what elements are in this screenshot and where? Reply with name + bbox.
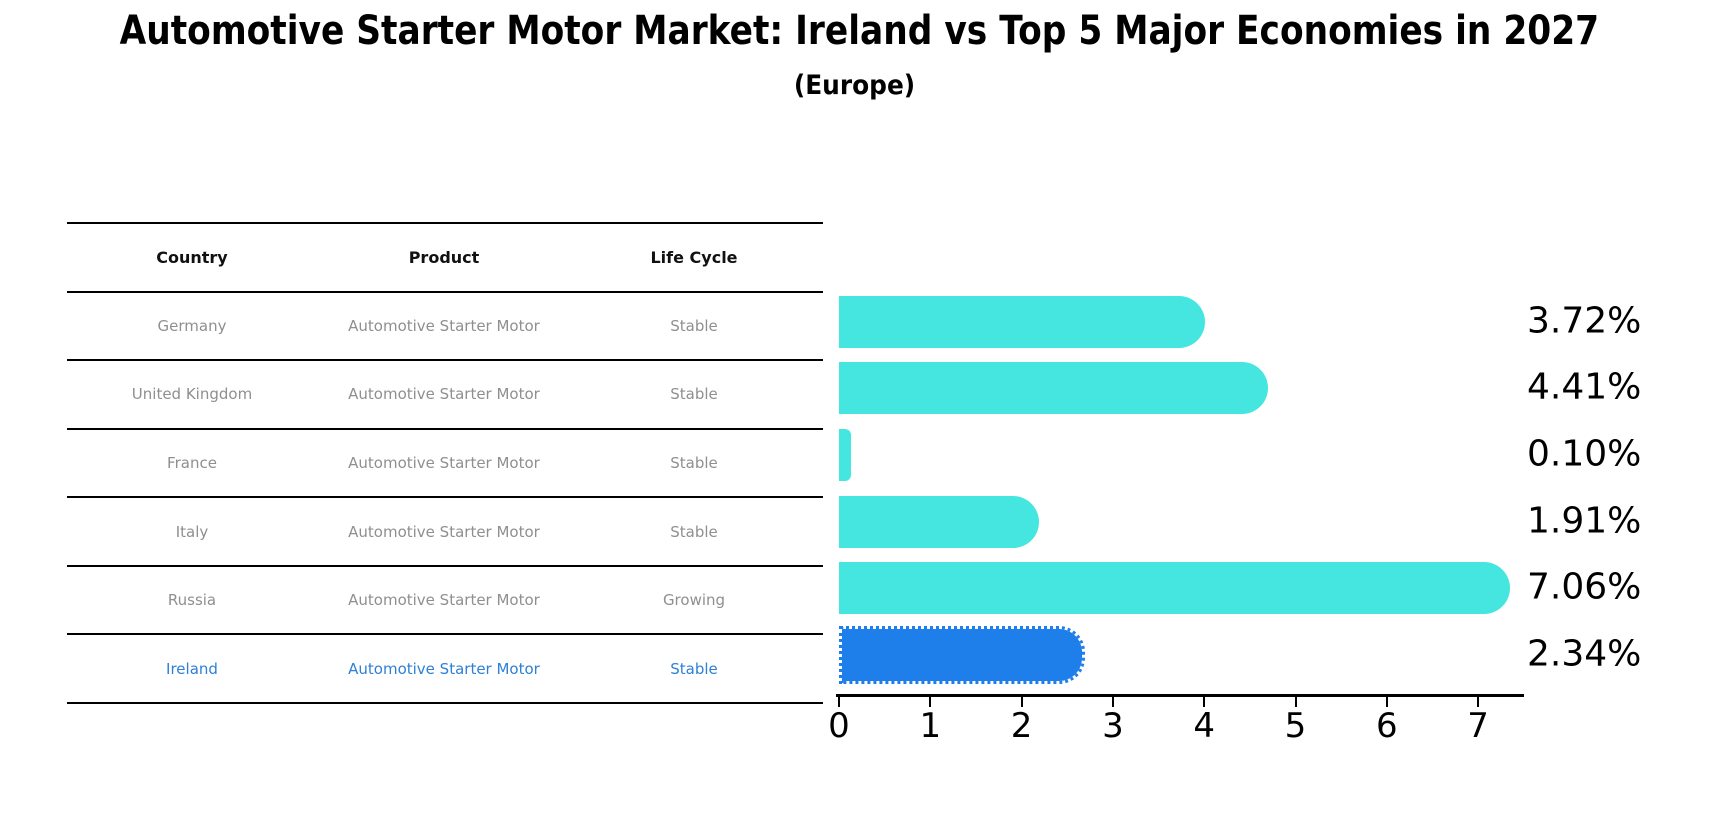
table-row-united-kingdom: United Kingdom Automotive Starter Motor St…	[67, 361, 823, 430]
table-row-ireland: Ireland Automotive Starter Motor Stable	[67, 635, 823, 704]
chart-title: Automotive Starter Motor Market: Ireland…	[119, 8, 1600, 54]
table-cell-product: Automotive Starter Motor	[348, 591, 540, 610]
x-axis-tick	[838, 696, 840, 707]
x-axis-tick-label: 5	[1284, 706, 1307, 746]
table-cell-life-cycle: Stable	[670, 522, 718, 541]
table-cell-product: Automotive Starter Motor	[348, 316, 540, 335]
table-cell-country: Italy	[175, 522, 209, 541]
table-cell-life-cycle: Growing	[662, 591, 726, 610]
table-cell-life-cycle: Stable	[670, 316, 718, 335]
table-cell-product: Automotive Starter Motor	[348, 659, 540, 678]
table-cell-product: Automotive Starter Motor	[348, 522, 540, 541]
table-row-italy: Italy Automotive Starter Motor Stable	[67, 498, 823, 567]
chart-subtitle: (Europe)	[793, 70, 916, 101]
table-cell-country: Russia	[167, 591, 217, 610]
table-header-row: Country Product Life Cycle	[67, 224, 823, 293]
table-cell-product: Automotive Starter Motor	[348, 453, 540, 472]
x-axis-tick	[1111, 696, 1114, 707]
x-axis-tick	[1385, 696, 1388, 707]
column-header-life-cycle: Life Cycle	[650, 247, 738, 267]
bar-france	[839, 428, 851, 481]
x-axis-tick	[1294, 696, 1297, 707]
x-axis-tick-label: 4	[1193, 706, 1216, 746]
table-cell-life-cycle: Stable	[670, 659, 718, 678]
table-cell-country: Germany	[157, 316, 227, 335]
value-label-italy: 1.91%	[1527, 500, 1642, 542]
table-cell-life-cycle: Stable	[670, 453, 718, 472]
table-cell-country: France	[167, 453, 217, 472]
x-axis-tick-label: 6	[1375, 706, 1398, 746]
table-cell-life-cycle: Stable	[670, 385, 718, 404]
x-axis-tick-label: 3	[1102, 706, 1124, 746]
table-row-russia: Russia Automotive Starter Motor Growing	[67, 567, 823, 636]
x-axis-line	[836, 694, 1524, 697]
value-label-russia: 7.06%	[1527, 566, 1642, 608]
table-row-france: France Automotive Starter Motor Stable	[67, 430, 823, 499]
country-table: Country Product Life Cycle Germany Automo…	[67, 222, 823, 704]
bar-united-kingdom	[839, 362, 1268, 415]
x-axis-tick-label: 0	[828, 706, 850, 746]
x-axis-tick-label: 1	[919, 706, 942, 746]
table-cell-product: Automotive Starter Motor	[348, 385, 540, 404]
table-body: Germany Automotive Starter Motor Stable Uni…	[67, 293, 823, 704]
table-row-germany: Germany Automotive Starter Motor Stable	[67, 293, 823, 362]
table-cell-country: United Kingdom	[131, 385, 253, 404]
x-axis-tick	[1203, 696, 1206, 707]
value-label-france: 0.10%	[1527, 433, 1642, 475]
column-header-country: Country	[156, 247, 228, 267]
bar-germany	[839, 295, 1205, 348]
table-cell-country: Ireland	[166, 659, 218, 678]
x-axis-tick	[1477, 696, 1480, 707]
x-axis-tick	[1020, 696, 1023, 707]
x-axis-tick-label: 2	[1010, 706, 1033, 746]
bar-ireland	[839, 625, 1085, 684]
x-axis-tick	[929, 696, 932, 707]
column-header-product: Product	[408, 247, 480, 267]
value-label-germany: 3.72%	[1527, 300, 1642, 342]
bar-russia	[839, 562, 1510, 615]
value-label-ireland: 2.34%	[1527, 633, 1642, 675]
value-label-united-kingdom: 4.41%	[1527, 367, 1642, 409]
x-axis-tick-label: 7	[1467, 706, 1489, 746]
bar-italy	[839, 495, 1039, 548]
